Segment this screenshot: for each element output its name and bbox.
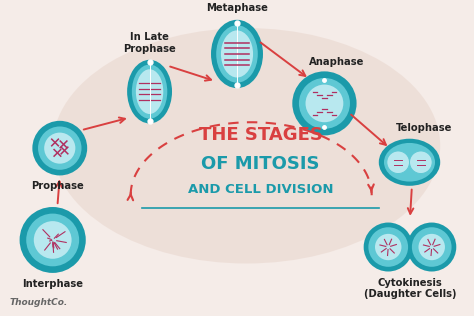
Ellipse shape (136, 69, 163, 114)
Circle shape (299, 78, 350, 129)
Text: OF MITOSIS: OF MITOSIS (201, 155, 320, 173)
Ellipse shape (379, 139, 440, 186)
Circle shape (387, 151, 410, 173)
Circle shape (410, 151, 432, 173)
Circle shape (364, 222, 413, 271)
Ellipse shape (211, 20, 263, 88)
Circle shape (306, 85, 343, 122)
Circle shape (38, 126, 82, 170)
Circle shape (32, 121, 87, 175)
Text: Interphase: Interphase (22, 279, 83, 289)
Circle shape (375, 234, 401, 260)
Ellipse shape (53, 28, 440, 264)
Text: In Late
Prophase: In Late Prophase (123, 32, 176, 54)
Ellipse shape (216, 25, 258, 83)
Ellipse shape (221, 30, 253, 77)
Ellipse shape (384, 143, 435, 182)
Circle shape (19, 207, 86, 273)
Circle shape (419, 234, 445, 260)
Ellipse shape (132, 64, 167, 119)
Text: Telophase: Telophase (395, 123, 452, 133)
Circle shape (26, 214, 79, 266)
Ellipse shape (127, 60, 172, 124)
Text: ThoughtCo.: ThoughtCo. (9, 298, 67, 307)
Circle shape (34, 221, 72, 259)
Circle shape (292, 71, 356, 136)
Circle shape (368, 227, 408, 267)
Text: Prophase: Prophase (31, 181, 84, 191)
Circle shape (412, 227, 452, 267)
Text: Anaphase: Anaphase (309, 57, 364, 67)
Circle shape (407, 222, 456, 271)
Circle shape (44, 133, 75, 164)
Text: AND CELL DIVISION: AND CELL DIVISION (188, 183, 333, 196)
Text: Metaphase: Metaphase (206, 3, 268, 14)
Text: THE STAGES: THE STAGES (199, 126, 323, 144)
Text: Cytokinesis
(Daughter Cells): Cytokinesis (Daughter Cells) (364, 278, 456, 299)
